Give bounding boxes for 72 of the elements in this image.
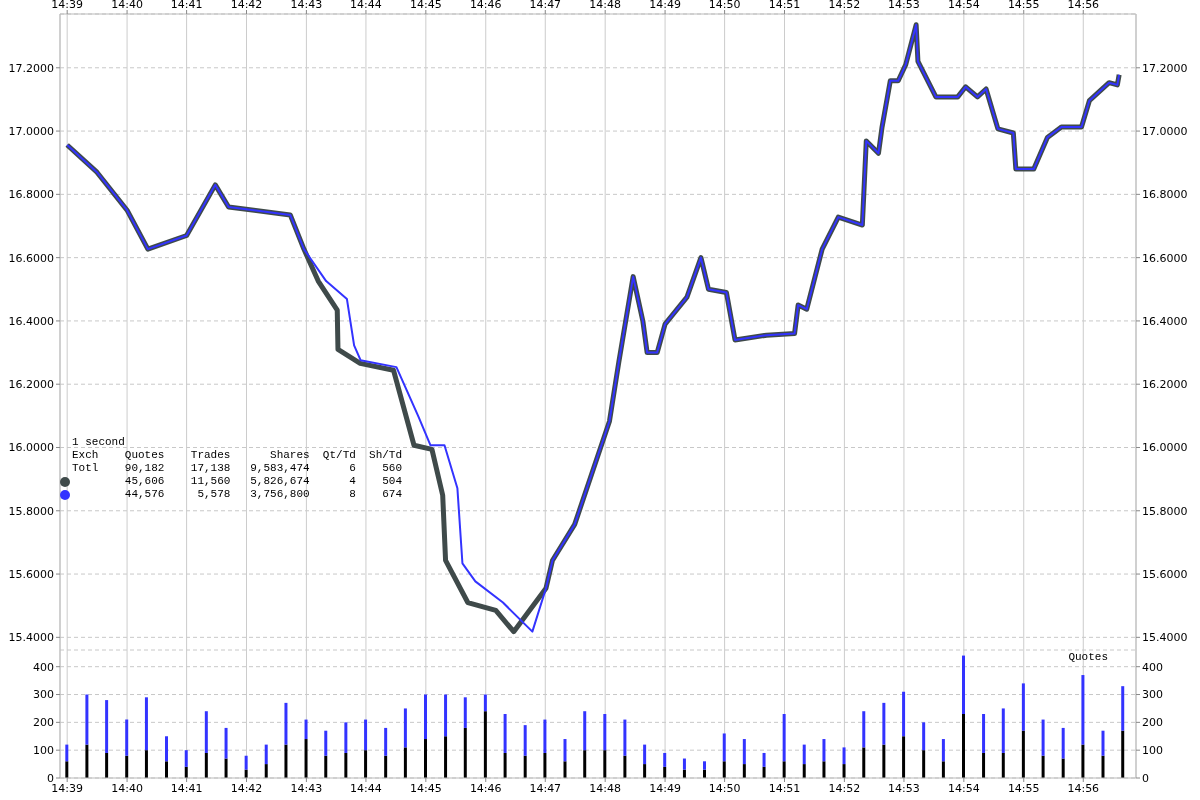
y-tick-label: 17.0000 (8, 124, 54, 138)
x-tick-label: 14:52 (828, 0, 861, 11)
x-tick-label: 14:48 (589, 781, 622, 795)
y2-tick-label: 16.0000 (1142, 441, 1188, 455)
x-tick-label: 14:50 (708, 0, 741, 11)
y2-tick-label: 17.2000 (1142, 61, 1188, 75)
y-tick-label: 15.8000 (8, 504, 54, 518)
x-tick-label: 14:46 (469, 0, 502, 11)
y-tick-label: 200 (33, 716, 54, 730)
y2-tick-label: 300 (1142, 688, 1163, 702)
x-tick-label: 14:39 (51, 0, 84, 11)
x-tick-label: 14:49 (649, 0, 681, 11)
y2-tick-label: 15.6000 (1142, 567, 1188, 581)
annotation: Totl 90,182 17,138 9,583,474 6 560 (72, 462, 403, 475)
y-tick-label: 15.6000 (8, 567, 54, 581)
x-tick-label: 14:44 (350, 781, 382, 795)
y-tick-label: 16.2000 (8, 378, 54, 392)
x-tick-label: 14:50 (708, 781, 741, 795)
x-tick-label: 14:45 (409, 0, 442, 11)
x-tick-label: 14:51 (768, 781, 801, 795)
y2-tick-label: 16.6000 (1142, 251, 1188, 265)
annotation: 1 second (72, 436, 125, 449)
y2-tick-label: 15.8000 (1142, 504, 1188, 518)
x-tick-label: 14:42 (230, 781, 263, 795)
y-tick-label: 15.4000 (8, 631, 54, 645)
x-tick-label: 14:54 (947, 781, 980, 795)
x-tick-label: 14:47 (529, 781, 562, 795)
y2-tick-label: 100 (1142, 744, 1163, 758)
y-tick-label: 16.0000 (8, 441, 54, 455)
x-tick-label: 14:52 (828, 781, 861, 795)
x-tick-label: 14:53 (888, 781, 920, 795)
x-tick-label: 14:48 (589, 0, 622, 11)
x-tick-label: 14:54 (947, 0, 980, 11)
y-tick-label: 0 (47, 771, 54, 785)
x-tick-label: 14:51 (768, 0, 801, 11)
y2-tick-label: 200 (1142, 716, 1163, 730)
annotation: Quotes (1068, 651, 1108, 664)
x-tick-label: 14:42 (230, 0, 263, 11)
y-tick-label: 16.4000 (8, 314, 54, 328)
x-tick-label: 14:43 (290, 0, 323, 11)
x-tick-label: 14:41 (170, 0, 203, 11)
annotation: 44,576 5,578 3,756,800 8 674 (123, 488, 403, 501)
y-tick-label: 16.6000 (8, 251, 54, 265)
x-tick-label: 14:41 (170, 781, 203, 795)
y2-tick-label: 16.8000 (1142, 188, 1188, 202)
y2-tick-label: 0 (1142, 771, 1149, 785)
x-tick-label: 14:49 (649, 781, 681, 795)
y2-tick-label: 15.4000 (1142, 631, 1188, 645)
x-tick-label: 14:45 (409, 781, 442, 795)
x-tick-label: 14:44 (350, 0, 382, 11)
x-tick-label: 14:47 (529, 0, 562, 11)
x-tick-label: 14:46 (469, 781, 502, 795)
y-tick-label: 16.8000 (8, 188, 54, 202)
y2-tick-label: 400 (1142, 660, 1163, 674)
x-tick-label: 14:53 (888, 0, 920, 11)
x-tick-label: 14:40 (111, 781, 143, 795)
x-tick-label: 14:43 (290, 781, 323, 795)
x-tick-label: 14:55 (1007, 0, 1040, 11)
y-tick-label: 400 (33, 660, 54, 674)
x-tick-label: 14:56 (1067, 0, 1100, 11)
y2-tick-label: 16.2000 (1142, 378, 1188, 392)
x-tick-label: 14:40 (111, 0, 143, 11)
y2-tick-label: 16.4000 (1142, 314, 1188, 328)
annotation: 45,606 11,560 5,826,674 4 504 (123, 475, 403, 488)
x-tick-label: 14:55 (1007, 781, 1040, 795)
y2-tick-label: 17.0000 (1142, 124, 1188, 138)
x-tick-label: 14:56 (1067, 781, 1100, 795)
annotation: Exch Quotes Trades Shares Qt/Td Sh/Td (72, 449, 403, 462)
x-tick-label: 14:39 (51, 781, 84, 795)
y-tick-label: 17.2000 (8, 61, 54, 75)
y-tick-label: 100 (33, 744, 54, 758)
y-tick-label: 300 (33, 688, 54, 702)
